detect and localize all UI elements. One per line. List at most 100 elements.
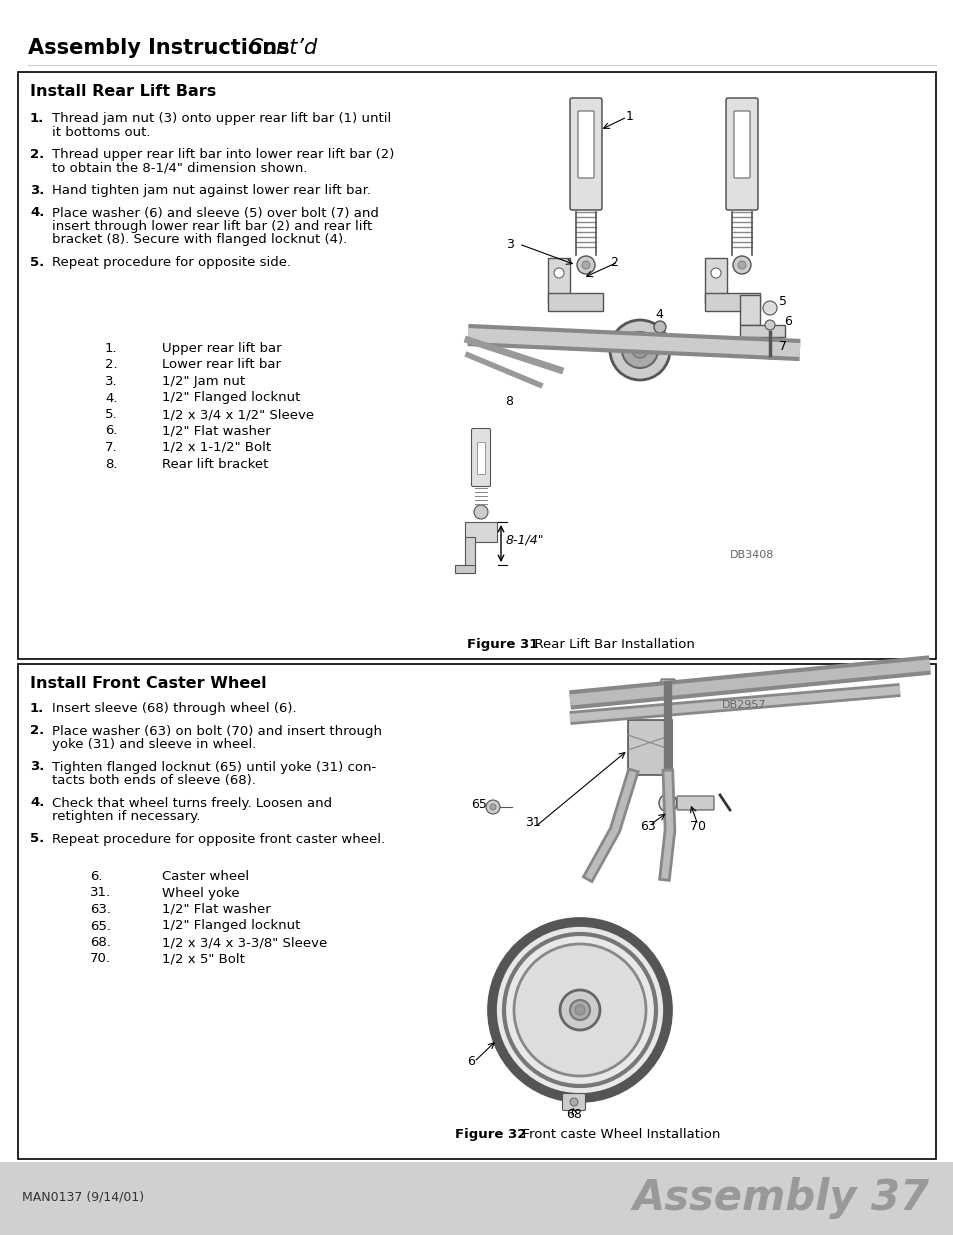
Text: 3.: 3.: [105, 375, 117, 388]
Circle shape: [664, 799, 671, 806]
Text: Place washer (63) on bolt (70) and insert through: Place washer (63) on bolt (70) and inser…: [52, 725, 381, 737]
Bar: [464, 522, 497, 542]
Text: 1/2 x 1-1/2" Bolt: 1/2 x 1-1/2" Bolt: [162, 441, 271, 454]
Circle shape: [609, 320, 669, 380]
Text: 63: 63: [639, 820, 655, 832]
Text: 1/2 x 5" Bolt: 1/2 x 5" Bolt: [162, 952, 245, 966]
Text: Caster wheel: Caster wheel: [162, 869, 249, 883]
FancyBboxPatch shape: [471, 429, 490, 487]
Text: 65: 65: [471, 798, 486, 811]
Text: 1/2" Flanged locknut: 1/2" Flanged locknut: [162, 391, 300, 405]
Text: Assembly Instructions: Assembly Instructions: [28, 38, 290, 58]
Text: Lower rear lift bar: Lower rear lift bar: [162, 358, 281, 372]
Text: yoke (31) and sleeve in wheel.: yoke (31) and sleeve in wheel.: [52, 739, 256, 751]
Text: 4.: 4.: [30, 206, 45, 220]
Text: 70: 70: [689, 820, 705, 832]
Text: Rear lift bracket: Rear lift bracket: [162, 457, 268, 471]
Circle shape: [485, 800, 499, 814]
Bar: [740, 295, 760, 325]
Text: Figure 31: Figure 31: [467, 638, 537, 651]
Text: 1/2" Flanged locknut: 1/2" Flanged locknut: [162, 920, 300, 932]
Bar: [455, 564, 475, 573]
Bar: [476, 442, 484, 474]
Text: Thread jam nut (3) onto upper rear lift bar (1) until: Thread jam nut (3) onto upper rear lift …: [52, 112, 391, 125]
Text: retighten if necessary.: retighten if necessary.: [52, 810, 200, 823]
Circle shape: [503, 934, 656, 1086]
FancyBboxPatch shape: [569, 98, 601, 210]
Bar: [464, 537, 475, 572]
FancyBboxPatch shape: [562, 1093, 585, 1110]
Text: to obtain the 8-1/4" dimension shown.: to obtain the 8-1/4" dimension shown.: [52, 162, 307, 174]
Bar: [547, 293, 602, 311]
Text: DB2957: DB2957: [721, 700, 765, 710]
Circle shape: [764, 320, 774, 330]
Text: it bottoms out.: it bottoms out.: [52, 126, 151, 138]
Text: 1/2" Flat washer: 1/2" Flat washer: [162, 425, 271, 437]
Text: Thread upper rear lift bar into lower rear lift bar (2): Thread upper rear lift bar into lower re…: [52, 148, 394, 161]
Text: 31: 31: [524, 816, 540, 829]
Text: Check that wheel turns freely. Loosen and: Check that wheel turns freely. Loosen an…: [52, 797, 332, 809]
Text: 6.: 6.: [105, 425, 117, 437]
FancyBboxPatch shape: [725, 98, 758, 210]
Text: Hand tighten jam nut against lower rear lift bar.: Hand tighten jam nut against lower rear …: [52, 184, 371, 198]
Text: 8: 8: [504, 395, 513, 408]
Text: 1/2" Flat washer: 1/2" Flat washer: [162, 903, 271, 916]
Text: 2: 2: [609, 256, 618, 269]
Circle shape: [765, 351, 773, 359]
Text: 3.: 3.: [30, 761, 45, 773]
Text: Insert sleeve (68) through wheel (6).: Insert sleeve (68) through wheel (6).: [52, 701, 296, 715]
Circle shape: [621, 332, 658, 368]
Bar: [704, 293, 760, 311]
Text: Tighten flanged locknut (65) until yoke (31) con-: Tighten flanged locknut (65) until yoke …: [52, 761, 375, 773]
Text: Rear Lift Bar Installation: Rear Lift Bar Installation: [525, 638, 694, 651]
Circle shape: [710, 268, 720, 278]
Circle shape: [569, 1000, 589, 1020]
Circle shape: [762, 301, 776, 315]
Text: 3: 3: [505, 238, 514, 251]
Text: 6.: 6.: [90, 869, 102, 883]
FancyBboxPatch shape: [578, 111, 594, 178]
Text: MAN0137 (9/14/01): MAN0137 (9/14/01): [22, 1191, 144, 1203]
Circle shape: [474, 505, 488, 519]
Circle shape: [514, 944, 645, 1076]
Text: 7.: 7.: [105, 441, 117, 454]
Circle shape: [732, 256, 750, 274]
Circle shape: [577, 256, 595, 274]
Circle shape: [738, 261, 745, 269]
Text: Front caste Wheel Installation: Front caste Wheel Installation: [514, 1128, 720, 1141]
Text: 31.: 31.: [90, 887, 111, 899]
Text: 7: 7: [779, 340, 786, 353]
Text: 6: 6: [467, 1055, 475, 1068]
Circle shape: [659, 794, 677, 811]
Text: 68: 68: [565, 1108, 581, 1121]
Text: bracket (8). Secure with flanged locknut (4).: bracket (8). Secure with flanged locknut…: [52, 233, 347, 247]
Text: Figure 32: Figure 32: [455, 1128, 526, 1141]
Bar: [18, 72, 935, 659]
Text: 1/2 x 3/4 x 3-3/8" Sleeve: 1/2 x 3/4 x 3-3/8" Sleeve: [162, 936, 327, 948]
Text: 2.: 2.: [30, 148, 44, 161]
Circle shape: [654, 321, 665, 333]
Text: 2.: 2.: [105, 358, 117, 372]
Text: 4.: 4.: [30, 797, 45, 809]
Circle shape: [569, 1098, 578, 1107]
Text: Assembly 37: Assembly 37: [633, 1177, 929, 1219]
Text: 5.: 5.: [30, 832, 44, 846]
Circle shape: [554, 268, 563, 278]
Text: 1.: 1.: [105, 342, 117, 354]
Bar: [740, 325, 784, 337]
Text: 4: 4: [655, 308, 662, 321]
Text: 4.: 4.: [105, 391, 117, 405]
Text: 1/2" Jam nut: 1/2" Jam nut: [162, 375, 245, 388]
Bar: [547, 258, 569, 303]
FancyBboxPatch shape: [733, 111, 749, 178]
Text: tacts both ends of sleeve (68).: tacts both ends of sleeve (68).: [52, 774, 255, 787]
Text: DB3408: DB3408: [729, 550, 774, 559]
Text: Wheel yoke: Wheel yoke: [162, 887, 239, 899]
Text: 1: 1: [625, 110, 633, 124]
Bar: [0, 1162, 953, 1235]
Text: 5.: 5.: [105, 408, 117, 421]
Text: 8-1/4": 8-1/4": [505, 534, 544, 547]
Text: Install Rear Lift Bars: Install Rear Lift Bars: [30, 84, 216, 99]
Text: 5: 5: [779, 295, 786, 308]
Text: Upper rear lift bar: Upper rear lift bar: [162, 342, 281, 354]
